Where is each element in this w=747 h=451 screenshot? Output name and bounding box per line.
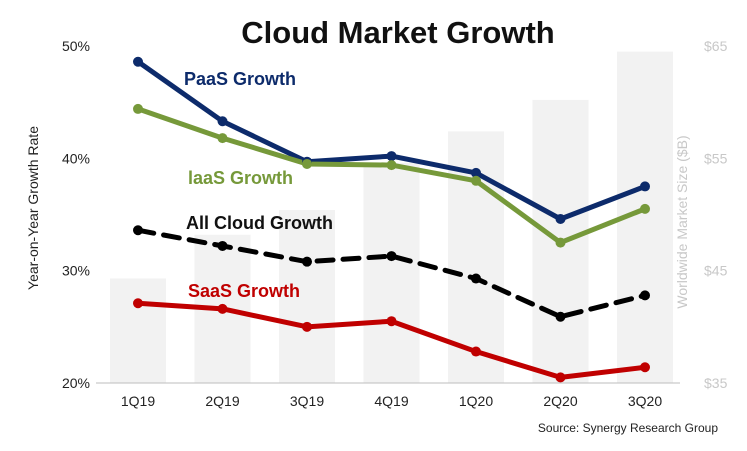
y-axis-ticks: 20% 30% 40% 50% [62,38,90,391]
point-all-cloud-growth-2Q20 [555,311,566,322]
point-saas-growth-2Q20 [555,372,566,383]
y-axis-title: Year-on-Year Growth Rate [25,126,41,290]
y-tick-label: 40% [62,150,90,166]
x-tick-label: 1Q20 [459,393,493,409]
chart-title: Cloud Market Growth [241,15,554,50]
x-axis-ticks: 1Q19 2Q19 3Q19 4Q19 1Q20 2Q20 3Q20 [121,393,662,409]
y2-tick-label: $45 [704,263,728,279]
point-iaas-growth-3Q19 [302,158,312,169]
point-all-cloud-growth-1Q20 [471,273,481,284]
point-iaas-growth-2Q19 [217,133,228,144]
point-iaas-growth-1Q19 [133,103,143,114]
point-iaas-growth-4Q19 [386,160,397,171]
point-paas-growth-4Q19 [386,151,397,162]
point-paas-growth-3Q20 [640,181,650,192]
market-size-bar-4Q19 [363,162,420,383]
x-tick-label: 3Q19 [290,393,324,409]
point-saas-growth-2Q19 [217,303,228,314]
point-paas-growth-2Q20 [555,213,566,224]
x-tick-label: 2Q20 [543,393,577,409]
point-saas-growth-1Q20 [471,346,481,357]
point-saas-growth-3Q19 [302,321,312,332]
source-note: Source: Synergy Research Group [538,421,718,435]
point-iaas-growth-2Q20 [555,237,566,248]
point-saas-growth-1Q19 [133,298,143,309]
y2-tick-label: $55 [704,150,728,166]
y2-tick-label: $35 [704,375,728,391]
point-paas-growth-2Q19 [217,116,228,127]
point-iaas-growth-1Q20 [471,175,481,186]
series-labels: PaaS Growth laaS Growth All Cloud Growth… [184,69,333,301]
point-all-cloud-growth-2Q19 [217,240,228,251]
y-tick-label: 30% [62,263,90,279]
y2-axis-ticks: $35 $45 $55 $65 [704,38,728,391]
growth-markers [133,56,650,383]
series-label-saas: SaaS Growth [188,281,300,301]
x-tick-label: 2Q19 [205,393,239,409]
x-tick-label: 4Q19 [374,393,408,409]
market-size-bar-3Q19 [279,210,335,383]
point-iaas-growth-3Q20 [640,203,650,214]
point-all-cloud-growth-1Q19 [133,225,143,236]
market-size-bar-1Q19 [110,278,166,383]
point-all-cloud-growth-3Q19 [302,256,312,267]
point-saas-growth-4Q19 [386,316,397,327]
point-all-cloud-growth-4Q19 [386,251,397,262]
point-paas-growth-1Q20 [471,167,481,178]
y2-tick-label: $65 [704,38,728,54]
x-tick-label: 1Q19 [121,393,155,409]
point-all-cloud-growth-3Q20 [640,290,650,301]
x-tick-label: 3Q20 [628,393,662,409]
point-saas-growth-3Q20 [640,362,650,373]
series-label-iaas: laaS Growth [188,168,293,188]
y2-axis-title: Worldwide Market Size ($B) [674,135,690,308]
point-paas-growth-1Q19 [133,56,143,67]
series-label-all-cloud: All Cloud Growth [186,213,333,233]
series-label-paas: PaaS Growth [184,69,296,89]
y-tick-label: 50% [62,38,90,54]
y-tick-label: 20% [62,375,90,391]
